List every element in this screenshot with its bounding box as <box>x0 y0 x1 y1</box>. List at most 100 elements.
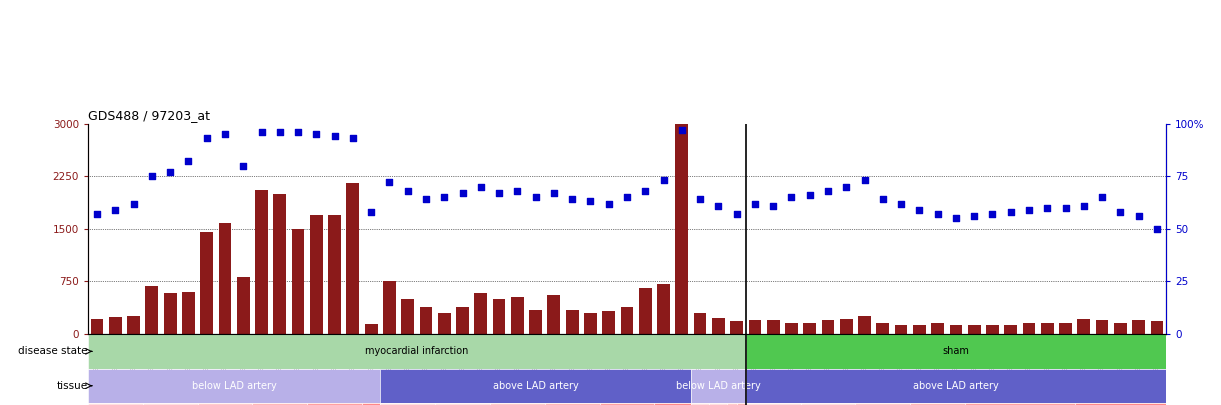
Point <box>142 173 161 179</box>
Bar <box>237 277 249 334</box>
Point <box>160 169 179 175</box>
Point <box>1074 202 1094 209</box>
Bar <box>365 324 377 334</box>
Point <box>343 135 363 141</box>
Bar <box>435 403 490 405</box>
Bar <box>657 284 670 334</box>
Point <box>398 188 418 194</box>
Bar <box>712 318 725 334</box>
Bar <box>274 194 286 334</box>
Bar <box>308 403 361 405</box>
Point <box>1093 194 1112 200</box>
Bar <box>490 403 545 405</box>
Bar <box>90 319 104 334</box>
Bar <box>492 299 505 334</box>
Text: GDS488 / 97203_at: GDS488 / 97203_at <box>88 109 210 122</box>
Point <box>563 196 582 202</box>
Bar <box>88 334 746 369</box>
Bar <box>200 232 214 334</box>
Bar <box>547 295 560 334</box>
Point <box>526 194 546 200</box>
Point <box>545 190 564 196</box>
Bar <box>565 310 579 334</box>
Bar <box>736 403 746 405</box>
Bar <box>968 325 980 334</box>
Bar <box>910 403 965 405</box>
Bar <box>932 323 944 334</box>
Bar <box>1059 323 1072 334</box>
Bar <box>858 316 871 334</box>
Point <box>635 188 654 194</box>
Point <box>471 183 491 190</box>
Bar <box>748 320 762 334</box>
Bar <box>145 286 159 334</box>
Point <box>818 188 838 194</box>
Bar <box>965 403 1074 405</box>
Bar <box>310 215 322 334</box>
Bar <box>529 309 542 334</box>
Point <box>288 129 308 135</box>
Point <box>435 194 454 200</box>
Point <box>891 200 911 207</box>
Bar <box>1132 320 1145 334</box>
Bar <box>730 321 744 334</box>
Bar <box>746 403 801 405</box>
Bar <box>1005 325 1017 334</box>
Point <box>946 215 966 222</box>
Bar <box>746 334 1166 369</box>
Bar <box>1095 320 1109 334</box>
Bar <box>785 323 797 334</box>
Text: tissue: tissue <box>57 381 88 391</box>
Point <box>1001 209 1021 215</box>
Text: above LAD artery: above LAD artery <box>493 381 579 391</box>
Point <box>233 162 253 169</box>
Point <box>252 129 271 135</box>
Point <box>726 211 746 217</box>
Point <box>800 192 819 198</box>
Point <box>105 207 125 213</box>
Bar <box>856 403 910 405</box>
Text: disease state: disease state <box>18 346 88 356</box>
Bar <box>1023 323 1035 334</box>
Bar <box>767 320 779 334</box>
Text: myocardial infarction: myocardial infarction <box>365 346 469 356</box>
Point <box>581 198 601 205</box>
Point <box>1111 209 1131 215</box>
Bar <box>654 403 691 405</box>
Point <box>745 200 764 207</box>
Point <box>197 135 216 141</box>
Bar <box>328 215 341 334</box>
Point <box>672 127 691 133</box>
Point <box>1148 226 1167 232</box>
Bar <box>164 293 177 334</box>
Text: below LAD artery: below LAD artery <box>676 381 761 391</box>
Bar <box>694 313 707 334</box>
Text: above LAD artery: above LAD artery <box>913 381 999 391</box>
Point <box>600 200 619 207</box>
Bar <box>438 313 451 334</box>
Bar <box>584 313 597 334</box>
Point <box>270 129 289 135</box>
Point <box>453 190 473 196</box>
Point <box>178 158 198 165</box>
Bar <box>877 323 889 334</box>
Bar <box>510 297 524 334</box>
Bar <box>913 325 926 334</box>
Point <box>416 196 436 202</box>
Bar <box>746 369 1166 403</box>
Bar <box>219 223 231 334</box>
Bar <box>361 403 380 405</box>
Bar <box>600 403 654 405</box>
Point <box>123 200 143 207</box>
Bar <box>198 403 253 405</box>
Bar <box>639 288 652 334</box>
Bar <box>545 403 600 405</box>
Bar <box>1114 323 1127 334</box>
Text: below LAD artery: below LAD artery <box>192 381 276 391</box>
Bar <box>691 403 709 405</box>
Bar <box>109 317 122 334</box>
Text: sham: sham <box>943 346 969 356</box>
Point <box>325 133 344 139</box>
Point <box>1129 213 1149 220</box>
Point <box>306 131 326 137</box>
